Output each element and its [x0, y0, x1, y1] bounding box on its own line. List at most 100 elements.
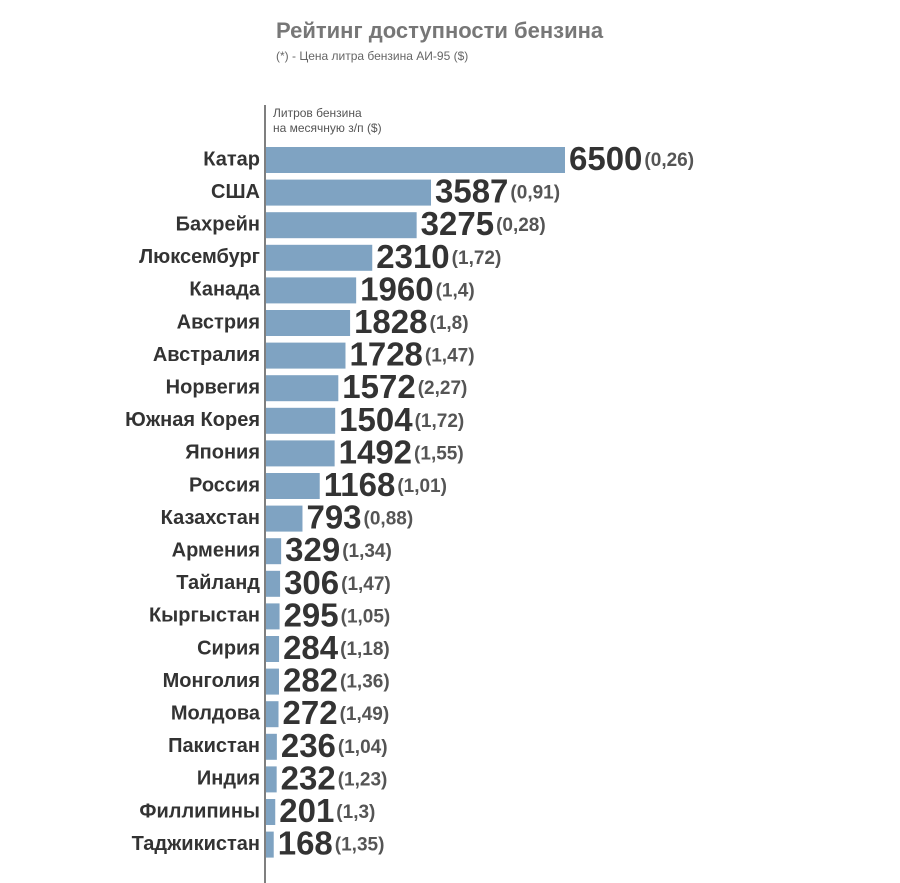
axis-label: на месячную з/п ($): [273, 121, 382, 135]
value-number: 2310: [376, 238, 449, 275]
bar: [266, 212, 417, 239]
price-label: (1,23): [338, 769, 388, 790]
price-label: (1,36): [340, 672, 390, 693]
category-label: Тайланд: [176, 572, 260, 594]
value-number: 168: [278, 824, 333, 861]
value-number: 306: [284, 564, 339, 601]
bar: [266, 375, 339, 402]
price-label: (0,26): [644, 150, 694, 171]
value-label: 1168 (1,01): [324, 466, 447, 503]
value-number: 1168: [324, 466, 396, 503]
price-label: (1,47): [341, 574, 391, 595]
price-label: (1,8): [430, 313, 469, 334]
category-label: Катар: [203, 148, 260, 170]
bar: [266, 244, 373, 271]
category-label: США: [211, 181, 260, 203]
bar: [266, 668, 279, 695]
category-label: Пакистан: [168, 735, 260, 757]
price-label: (1,49): [340, 704, 390, 725]
value-number: 1504: [339, 401, 413, 438]
price-label: (1,34): [342, 541, 392, 562]
value-label: 232 (1,23): [281, 759, 388, 796]
value-number: 232: [281, 759, 336, 796]
value-label: 1504 (1,72): [339, 401, 464, 438]
price-label: (0,91): [510, 183, 560, 204]
value-number: 295: [284, 596, 339, 633]
bar: [266, 733, 277, 760]
value-label: 282 (1,36): [283, 661, 390, 698]
value-number: 284: [283, 629, 339, 666]
value-label: 201 (1,3): [279, 792, 375, 829]
value-label: 329 (1,34): [285, 531, 392, 568]
category-label: Таджикистан: [132, 833, 260, 855]
bar: [266, 473, 320, 499]
bar: [266, 505, 303, 532]
category-label: Филлипины: [139, 800, 260, 822]
price-label: (1,72): [452, 248, 502, 269]
value-label: 1728 (1,47): [349, 335, 474, 372]
value-label: 306 (1,47): [284, 564, 391, 601]
category-label: Люксембург: [139, 246, 260, 268]
category-label: Сирия: [197, 637, 260, 659]
value-number: 1728: [349, 335, 422, 372]
value-label: 236 (1,04): [281, 727, 388, 764]
bar: [266, 603, 280, 630]
chart-subtitle: (*) - Цена литра бензина АИ-95 ($): [276, 49, 468, 63]
bar: [266, 179, 432, 206]
value-label: 6500 (0,26): [569, 140, 694, 177]
bar: [266, 831, 274, 858]
category-label: Австралия: [153, 344, 260, 366]
value-number: 272: [283, 694, 338, 731]
bar: [266, 342, 346, 369]
bar: [266, 636, 280, 662]
value-number: 1960: [360, 270, 433, 307]
category-label: Австрия: [177, 311, 260, 333]
category-label: Бахрейн: [176, 213, 260, 235]
price-label: (1,4): [436, 280, 475, 301]
bar: [266, 570, 281, 597]
category-label: Кыргыстан: [149, 605, 260, 627]
category-label: Армения: [172, 539, 260, 561]
bar: [266, 538, 282, 565]
value-number: 1828: [354, 303, 427, 340]
value-number: 282: [283, 661, 338, 698]
bar: [266, 799, 276, 825]
value-label: 793 (0,88): [306, 498, 413, 535]
value-number: 329: [285, 531, 340, 568]
value-label: 3587 (0,91): [435, 172, 560, 209]
bar: [266, 277, 357, 304]
value-number: 793: [306, 498, 361, 535]
value-number: 236: [281, 727, 336, 764]
bar: [266, 701, 279, 728]
price-label: (2,27): [418, 378, 468, 399]
value-label: 1572 (2,27): [342, 368, 467, 405]
price-label: (1,04): [338, 737, 388, 758]
bar: [266, 407, 336, 434]
value-number: 201: [279, 792, 334, 829]
value-number: 1492: [339, 433, 412, 470]
value-number: 3275: [421, 205, 494, 242]
value-label: 2310 (1,72): [376, 238, 501, 275]
value-label: 1492 (1,55): [339, 433, 464, 470]
value-label: 272 (1,49): [283, 694, 390, 731]
category-label: Молдова: [171, 702, 261, 724]
category-label: Норвегия: [166, 376, 260, 398]
value-label: 295 (1,05): [284, 596, 391, 633]
price-label: (1,47): [425, 346, 475, 367]
category-label: Южная Корея: [125, 409, 260, 431]
category-label: Канада: [189, 279, 260, 301]
price-label: (0,28): [496, 215, 546, 236]
value-label: 1960 (1,4): [360, 270, 475, 307]
bar: [266, 310, 351, 336]
price-label: (1,3): [336, 802, 375, 823]
value-label: 3275 (0,28): [421, 205, 546, 242]
price-label: (1,05): [341, 606, 391, 627]
price-label: (1,35): [335, 835, 385, 856]
axis-label: Литров бензина: [273, 106, 362, 120]
category-label: Индия: [197, 768, 260, 790]
value-label: 284 (1,18): [283, 629, 390, 666]
value-number: 3587: [435, 172, 508, 209]
bar: [266, 440, 335, 467]
value-label: 168 (1,35): [278, 824, 385, 861]
